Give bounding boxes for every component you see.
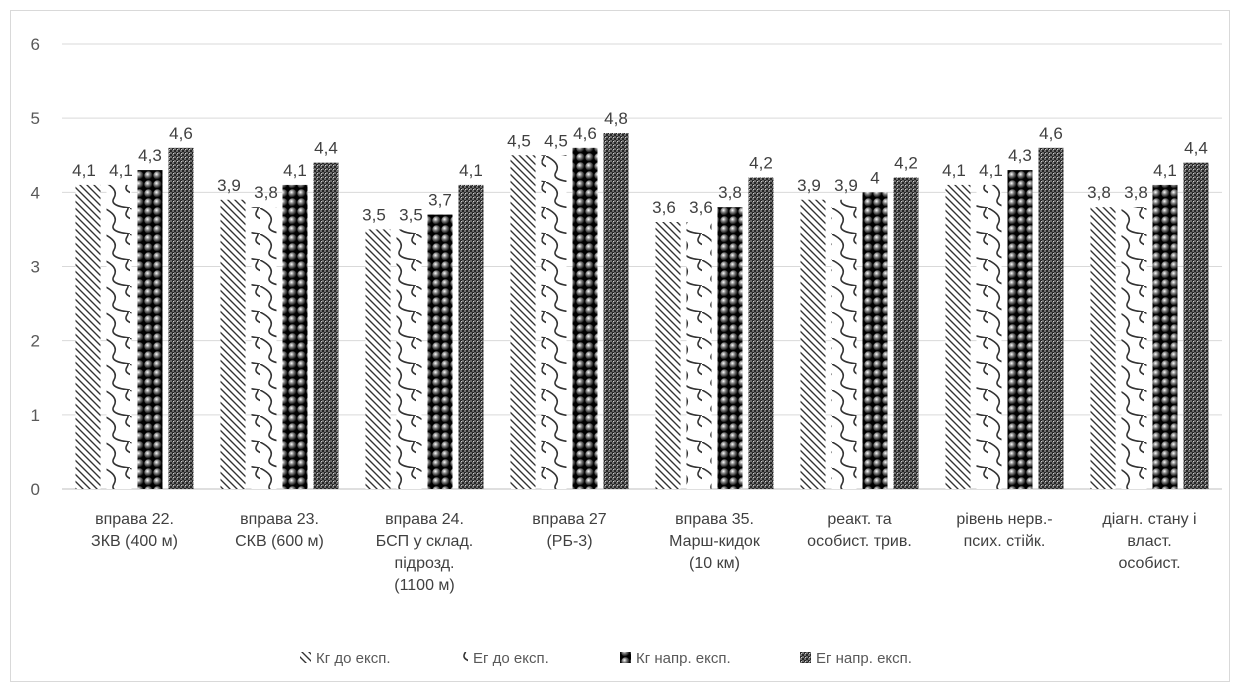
data-label: 4,6	[169, 124, 193, 143]
bar	[137, 170, 163, 490]
x-category-label: реакт. та особист. трив.	[807, 511, 912, 550]
bar	[800, 199, 826, 489]
x-category-label: вправа 27 (РБ-3)	[532, 511, 607, 550]
bar	[717, 207, 743, 489]
y-tick-label: 5	[31, 109, 40, 128]
legend-label: Кг напр. експ.	[636, 650, 731, 667]
data-label: 4,1	[72, 161, 96, 180]
bar	[976, 184, 1002, 489]
x-category-label: вправа 22. ЗКВ (400 м)	[91, 511, 178, 550]
data-label: 4,6	[573, 124, 597, 143]
data-label: 3,5	[362, 205, 386, 224]
bar	[748, 177, 774, 489]
data-label: 3,8	[254, 183, 278, 202]
data-label: 4,1	[283, 161, 307, 180]
bar	[510, 155, 536, 489]
bar	[945, 184, 971, 489]
data-label: 4	[870, 168, 879, 187]
legend-label: Ег напр. експ.	[816, 650, 912, 667]
bar	[427, 214, 453, 490]
bar	[831, 199, 857, 489]
bar	[75, 184, 101, 489]
bar	[893, 177, 919, 489]
bars	[75, 133, 1209, 490]
bar	[655, 222, 681, 489]
bar	[1152, 184, 1178, 489]
y-tick-label: 3	[31, 258, 40, 277]
data-label: 3,8	[1087, 183, 1111, 202]
data-label: 4,8	[604, 109, 628, 128]
bar	[603, 133, 629, 489]
data-labels: 4,1 4,1 4,3 4,6 3,9 3,8 4,1 4,4 3,5 3,5 3,7 4,1 4,5 4…	[72, 109, 1208, 224]
bar	[313, 162, 339, 489]
bar	[220, 199, 246, 489]
data-label: 3,9	[834, 176, 858, 195]
data-label: 4,1	[109, 161, 133, 180]
x-category-label: вправа 24. БСП у склад. підрозд. (1100 м)	[376, 511, 473, 594]
data-label: 4,5	[507, 131, 531, 150]
y-tick-label: 0	[31, 480, 40, 499]
y-tick-label: 4	[31, 183, 40, 202]
x-category-label: вправа 35. Марш-кидок (10 км)	[669, 511, 761, 572]
data-label: 4,1	[459, 161, 483, 180]
data-label: 3,9	[217, 176, 241, 195]
bar	[862, 192, 888, 490]
legend-label: Ег до експ.	[473, 650, 549, 667]
y-tick-label: 1	[31, 406, 40, 425]
category-labels: вправа 22. ЗКВ (400 м) вправа 23. СКВ (600 …	[91, 511, 1197, 594]
data-label: 4,5	[544, 131, 568, 150]
data-label: 3,6	[652, 198, 676, 217]
bar	[106, 184, 132, 489]
data-label: 3,9	[797, 176, 821, 195]
bar	[365, 229, 391, 489]
bar	[572, 147, 598, 490]
data-label: 3,5	[399, 205, 423, 224]
legend-swatch	[457, 652, 468, 663]
bar	[396, 229, 422, 489]
bar	[686, 222, 712, 489]
legend-label: Кг до експ.	[316, 650, 391, 667]
bar	[458, 184, 484, 489]
bar	[1183, 162, 1209, 489]
bar	[168, 147, 194, 490]
data-label: 4,1	[942, 161, 966, 180]
data-label: 3,8	[1124, 183, 1148, 202]
data-label: 4,4	[314, 139, 338, 158]
data-label: 4,1	[1153, 161, 1177, 180]
data-label: 4,2	[749, 154, 773, 173]
bar	[1007, 170, 1033, 490]
data-label: 4,3	[138, 146, 162, 165]
y-tick-label: 6	[31, 35, 40, 54]
bar	[1038, 147, 1064, 490]
x-category-label: діагн. стану і власт. особист.	[1102, 511, 1196, 572]
data-label: 3,6	[689, 198, 713, 217]
legend-swatch	[300, 652, 311, 663]
legend-swatch	[800, 652, 811, 663]
y-axis-ticks: 0 1 2 3 4 5 6	[31, 35, 40, 499]
data-label: 4,6	[1039, 124, 1063, 143]
legend: Кг до експ. Ег до експ. Кг напр. експ. Ег н…	[300, 650, 912, 667]
data-label: 4,2	[894, 154, 918, 173]
data-label: 3,7	[428, 191, 452, 210]
bar	[282, 184, 308, 489]
data-label: 4,3	[1008, 146, 1032, 165]
y-tick-label: 2	[31, 332, 40, 351]
data-label: 3,8	[718, 183, 742, 202]
data-label: 4,1	[979, 161, 1003, 180]
x-category-label: вправа 23. СКВ (600 м)	[235, 511, 324, 550]
legend-swatch	[620, 652, 631, 663]
bar	[1121, 207, 1147, 489]
x-category-label: рівень нерв.-псих. стійк.	[956, 511, 1052, 550]
data-label: 4,4	[1184, 139, 1208, 158]
bar	[541, 155, 567, 489]
bar	[1090, 207, 1116, 489]
bar	[251, 207, 277, 489]
